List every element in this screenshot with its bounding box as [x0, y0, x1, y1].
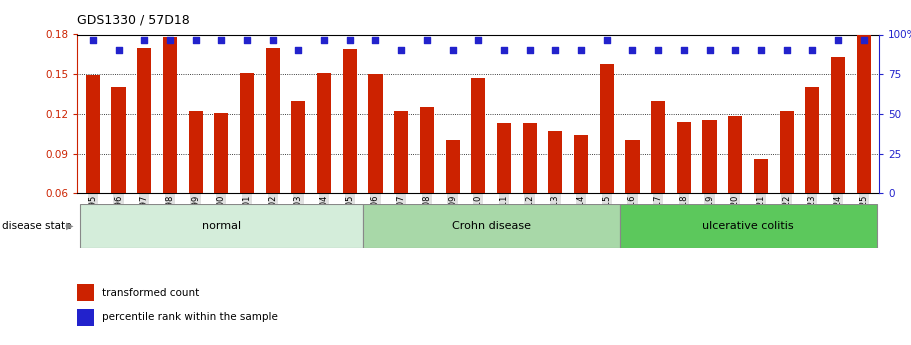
Point [471, 38, 486, 43]
Point [702, 47, 717, 52]
Text: normal: normal [201, 221, 241, 231]
Point [522, 47, 537, 52]
Bar [368, 74, 383, 193]
Bar [548, 131, 562, 193]
Bar [394, 111, 408, 193]
Point [831, 38, 845, 43]
Point [163, 38, 178, 43]
Bar [496, 123, 511, 193]
Bar [471, 78, 486, 193]
Point [779, 47, 793, 52]
Bar [292, 101, 305, 193]
Point [394, 47, 408, 52]
Bar [80, 204, 363, 248]
Bar [214, 112, 229, 193]
Bar [138, 48, 151, 193]
Point [599, 38, 614, 43]
Text: Crohn disease: Crohn disease [452, 221, 530, 231]
Bar [574, 135, 589, 193]
Text: transformed count: transformed count [102, 288, 200, 297]
Bar [523, 123, 537, 193]
Point [445, 47, 460, 52]
Point [189, 38, 203, 43]
Point [265, 38, 280, 43]
Point [292, 47, 306, 52]
Text: percentile rank within the sample: percentile rank within the sample [102, 313, 278, 322]
Point [137, 38, 151, 43]
Bar [625, 140, 640, 193]
Point [317, 38, 332, 43]
Point [728, 47, 742, 52]
Bar [599, 63, 614, 193]
Point [420, 38, 435, 43]
Text: ▶: ▶ [66, 221, 73, 231]
Bar [189, 111, 202, 193]
Bar [77, 284, 94, 301]
Point [677, 47, 691, 52]
Bar [77, 309, 94, 326]
Point [86, 38, 100, 43]
Point [240, 38, 254, 43]
Bar [240, 73, 254, 193]
Point [856, 38, 871, 43]
Point [214, 38, 229, 43]
Bar [702, 120, 717, 193]
Bar [619, 204, 876, 248]
Bar [805, 87, 819, 193]
Bar [266, 48, 280, 193]
Point [548, 47, 563, 52]
Bar [163, 37, 177, 193]
Bar [363, 204, 619, 248]
Point [496, 47, 511, 52]
Bar [754, 159, 768, 193]
Bar [651, 101, 665, 193]
Point [574, 47, 589, 52]
Point [343, 38, 357, 43]
Point [805, 47, 820, 52]
Point [368, 38, 383, 43]
Point [625, 47, 640, 52]
Point [650, 47, 665, 52]
Point [111, 47, 126, 52]
Bar [831, 57, 845, 193]
Bar [856, 34, 871, 193]
Text: ulcerative colitis: ulcerative colitis [702, 221, 793, 231]
Bar [86, 76, 100, 193]
Bar [677, 122, 691, 193]
Bar [728, 117, 742, 193]
Bar [111, 87, 126, 193]
Bar [420, 107, 434, 193]
Bar [343, 49, 357, 193]
Text: GDS1330 / 57D18: GDS1330 / 57D18 [77, 14, 190, 27]
Bar [445, 140, 460, 193]
Point [753, 47, 768, 52]
Bar [317, 73, 332, 193]
Text: disease state: disease state [2, 221, 71, 231]
Bar [780, 111, 793, 193]
